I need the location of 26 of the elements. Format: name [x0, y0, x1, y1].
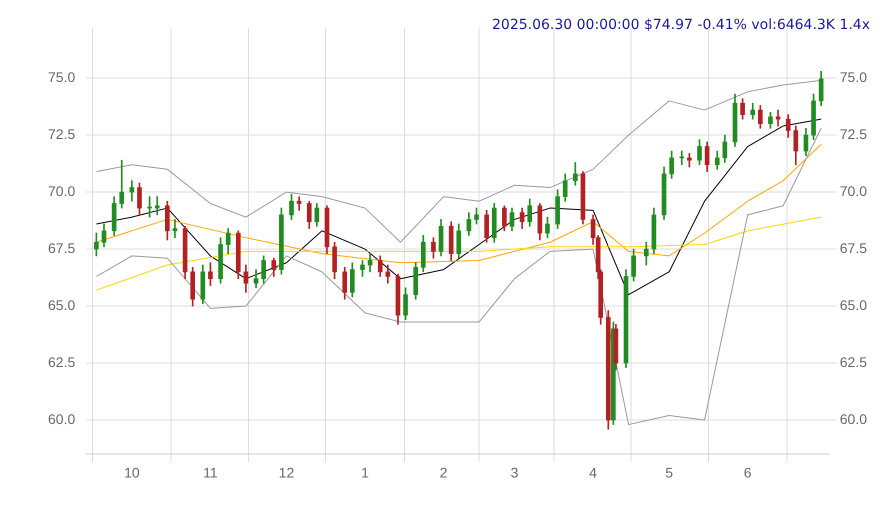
y-tick-label: 62.5 [48, 354, 76, 370]
x-tick-label: 3 [510, 464, 519, 480]
y2-tick-label: 75.0 [840, 69, 868, 85]
x-tick-label: 10 [124, 464, 140, 480]
chart-title: 2025.06.30 00:00:00 $74.97 -0.41% vol:6464.3K 1.4x [492, 17, 870, 33]
y2-tick-label: 67.5 [840, 240, 868, 256]
y2-tick-label: 60.0 [840, 410, 868, 427]
x-tick-label: 6 [744, 464, 752, 480]
y-tick-label: 75.0 [48, 69, 76, 85]
y-tick-label: 72.5 [48, 126, 76, 142]
y-tick-label: 67.5 [48, 240, 76, 256]
y2-tick-label: 65.0 [840, 296, 868, 313]
x-tick-label: 11 [203, 464, 218, 480]
x-tick-label: 4 [589, 464, 598, 480]
x-tick-label: 1 [361, 464, 370, 480]
y2-tick-label: 72.5 [840, 126, 868, 142]
y2-tick-label: 70.0 [840, 182, 868, 199]
y-tick-label: 70.0 [48, 182, 76, 199]
y-tick-label: 60.0 [48, 410, 76, 427]
candlestick [776, 110, 780, 126]
y2-tick-label: 62.5 [840, 354, 868, 370]
x-tick-label: 5 [665, 464, 674, 480]
x-tick-label: 12 [278, 464, 294, 480]
y-tick-label: 65.0 [48, 296, 76, 313]
candlestick [172, 219, 178, 238]
x-tick-label: 2 [440, 464, 448, 480]
